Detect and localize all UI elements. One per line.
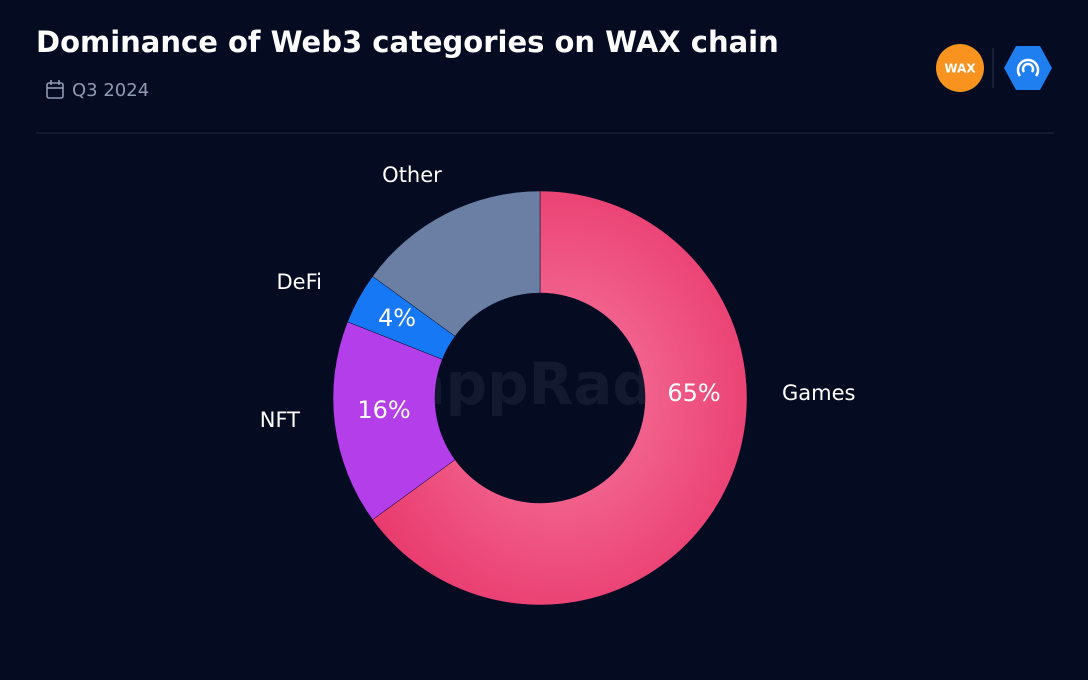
slice xyxy=(372,190,748,606)
category-label: DeFi xyxy=(277,270,322,294)
value-label: 4% xyxy=(378,304,416,332)
category-label: Games xyxy=(782,381,855,405)
value-label: 16% xyxy=(357,396,410,424)
slice xyxy=(332,321,456,521)
slice xyxy=(372,190,541,337)
chart-subtitle: Q3 2024 xyxy=(72,80,149,101)
dappradar-logo xyxy=(1004,46,1052,90)
chart-title: Dominance of Web3 categories on WAX chai… xyxy=(36,25,779,59)
wax-logo xyxy=(936,44,984,92)
wax-logo-text: WAX xyxy=(944,62,976,76)
value-label: 65% xyxy=(667,379,720,407)
category-label: NFT xyxy=(260,408,300,432)
category-label: Other xyxy=(382,163,442,187)
calendar-icon xyxy=(46,80,64,99)
